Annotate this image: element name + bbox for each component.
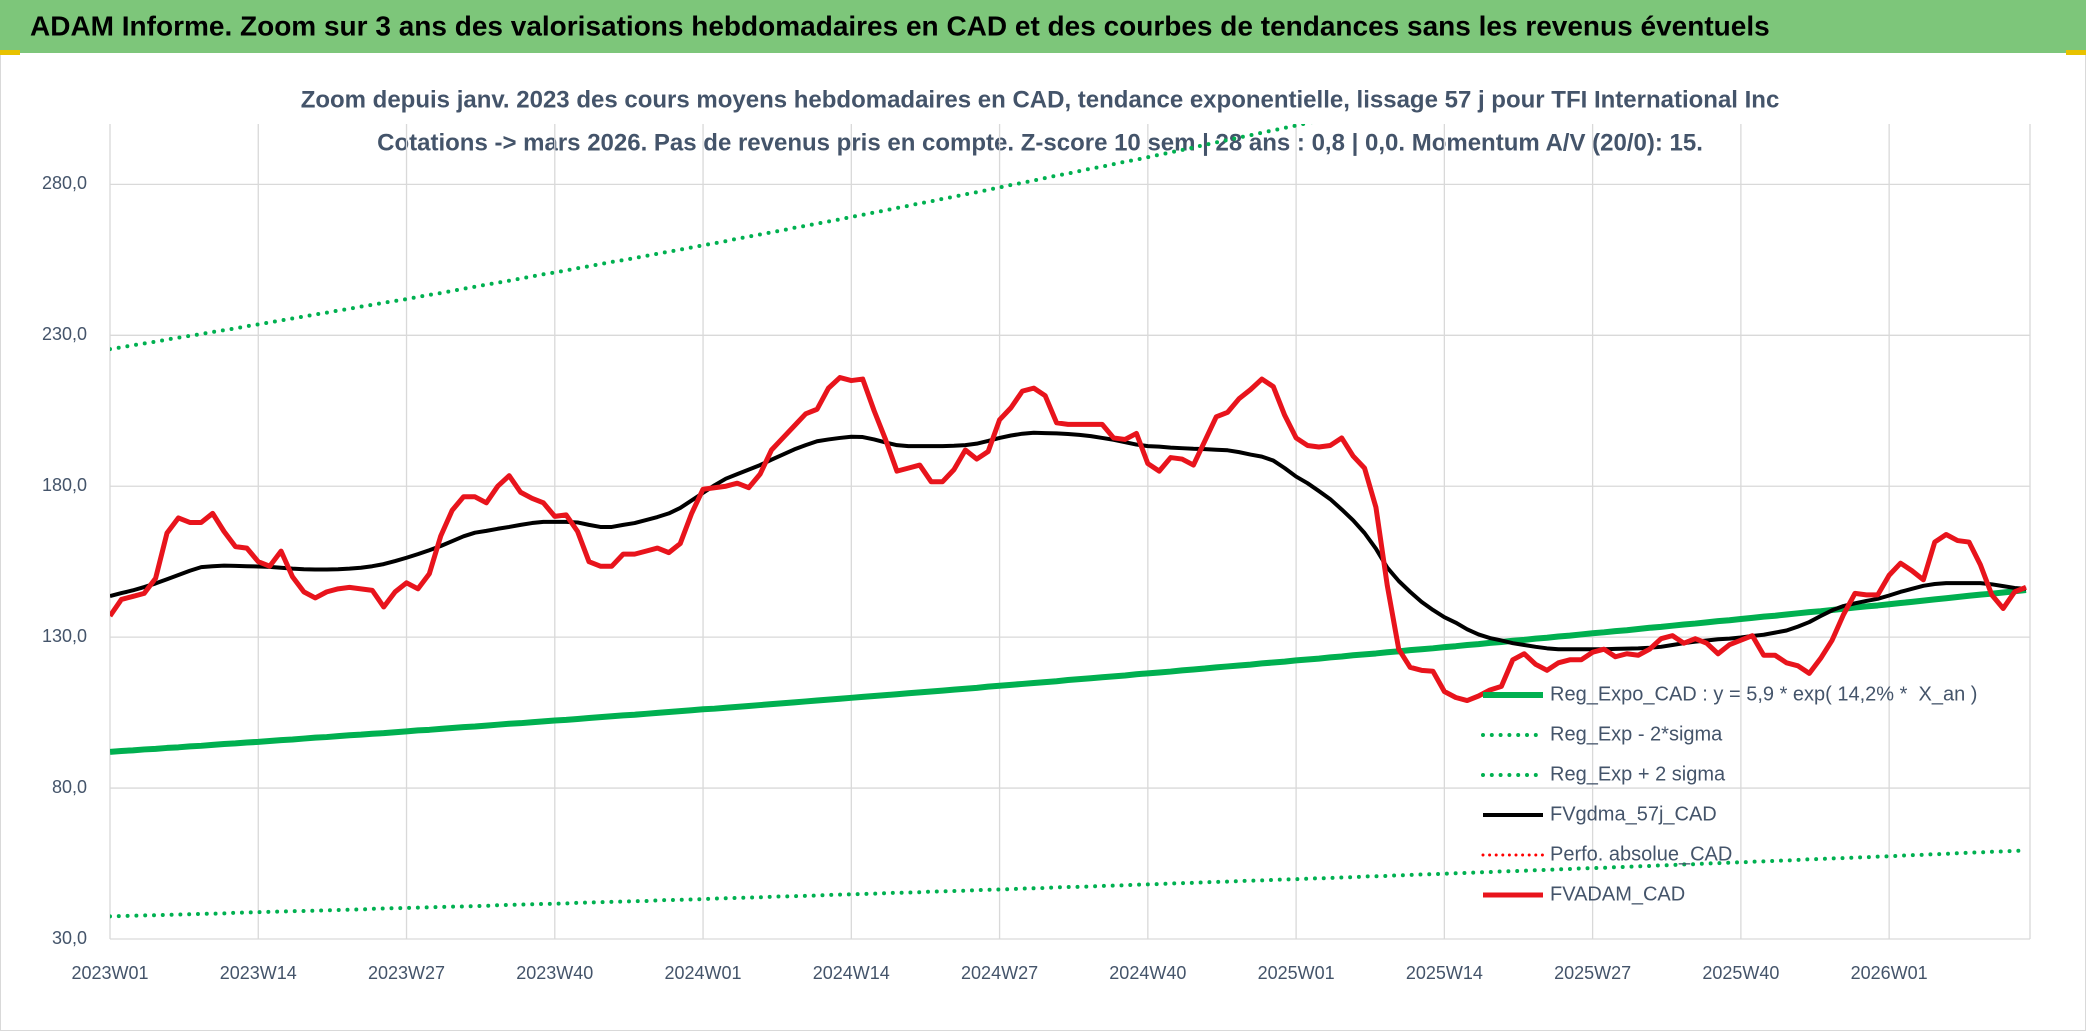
- x-tick-label: 2025W40: [1702, 963, 1779, 983]
- legend-label: Reg_Exp - 2*sigma: [1550, 723, 1723, 745]
- header-accent: [0, 50, 20, 55]
- x-tick-label: 2026W01: [1851, 963, 1928, 983]
- axes: 30,0 80,0 130,0 180,0 230,0 280,0 2023W01 2023W…: [42, 173, 1928, 983]
- series-line: [110, 124, 1313, 352]
- header-accent: [2066, 50, 2086, 55]
- x-tick-label: 2024W01: [665, 963, 742, 983]
- header-band: [0, 0, 2086, 53]
- x-tick-label: 2023W01: [71, 963, 148, 983]
- series-line: [110, 587, 2027, 755]
- grid: [109, 124, 2031, 940]
- x-tick-label: 2024W14: [813, 963, 890, 983]
- x-tick-label: 2025W01: [1258, 963, 1335, 983]
- legend-label: FVgdma_57j_CAD: [1550, 803, 1717, 825]
- x-tick-label: 2023W14: [220, 963, 297, 983]
- legend-label: FVADAM_CAD: [1550, 883, 1685, 905]
- plot-lines: [110, 124, 2028, 919]
- y-tick-label: 180,0: [42, 475, 87, 495]
- x-tick-label: 2024W40: [1109, 963, 1186, 983]
- y-tick-label: 80,0: [52, 777, 87, 797]
- x-tick-label: 2023W40: [516, 963, 593, 983]
- x-tick-label: 2025W14: [1406, 963, 1483, 983]
- legend-label: Reg_Exp + 2 sigma: [1550, 763, 1726, 785]
- series-line: [110, 848, 2028, 919]
- y-tick-label: 130,0: [42, 626, 87, 646]
- x-tick-label: 2025W27: [1554, 963, 1631, 983]
- y-tick-label: 30,0: [52, 928, 87, 948]
- legend-label: Reg_Expo_CAD : y = 5,9 * exp( 14,2% * X_…: [1550, 683, 1977, 705]
- x-tick-label: 2023W27: [368, 963, 445, 983]
- series-line: [110, 375, 2027, 704]
- legend-label: Perfo. absolue_CAD: [1550, 843, 1732, 865]
- x-tick-label: 2024W27: [961, 963, 1038, 983]
- header-title: ADAM Informe. Zoom sur 3 ans des valoris…: [30, 10, 1770, 41]
- y-tick-label: 280,0: [42, 173, 87, 193]
- chart-subtitle: Cotations -> mars 2026. Pas de revenus p…: [377, 129, 1703, 156]
- series-line: [110, 430, 2027, 652]
- chart-title: Zoom depuis janv. 2023 des cours moyens …: [301, 86, 1780, 113]
- y-tick-label: 230,0: [42, 324, 87, 344]
- legend: Reg_Expo_CAD : y = 5,9 * exp( 14,2% * X_…: [1481, 683, 1977, 905]
